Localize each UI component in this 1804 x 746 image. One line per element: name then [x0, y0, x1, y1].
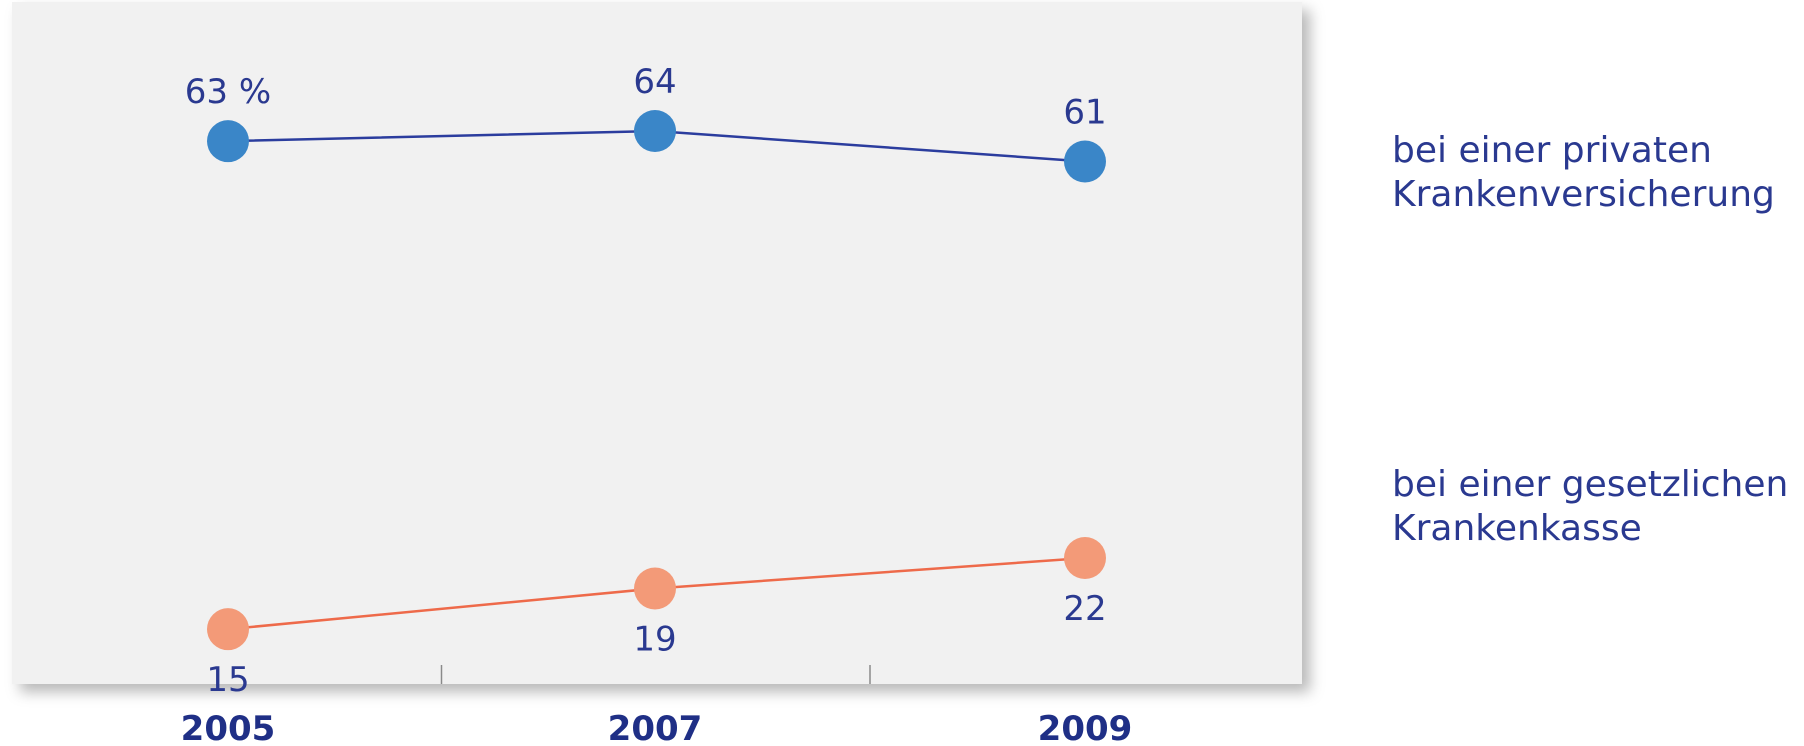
data-label: 63 %	[185, 72, 271, 112]
data-labels: 63 % 64 61 15 19 22	[185, 62, 1107, 700]
x-axis-tick-marks	[440, 665, 871, 684]
data-point	[634, 567, 676, 610]
legend-entry-line: Krankenversicherung	[1392, 174, 1775, 215]
data-label: 19	[633, 620, 676, 660]
x-axis-tick-labels: 2005 2007 2009	[181, 709, 1133, 746]
data-point	[634, 110, 676, 152]
data-label: 15	[206, 660, 249, 700]
legend-entry-line: bei einer privaten	[1392, 130, 1712, 171]
x-tick-label: 2007	[608, 709, 703, 746]
data-point	[1064, 140, 1106, 183]
data-label: 64	[633, 62, 676, 102]
data-point	[207, 608, 249, 651]
x-tick-label: 2005	[181, 709, 276, 746]
legend-entry-line: bei einer gesetzlichen	[1392, 464, 1788, 505]
x-tick-label: 2009	[1038, 709, 1133, 746]
data-point	[1064, 537, 1106, 579]
legend-entry-line: Krankenkasse	[1392, 508, 1642, 549]
data-label: 61	[1063, 93, 1106, 133]
series-points	[207, 110, 1106, 651]
data-point	[207, 120, 249, 163]
data-label: 22	[1063, 589, 1106, 629]
